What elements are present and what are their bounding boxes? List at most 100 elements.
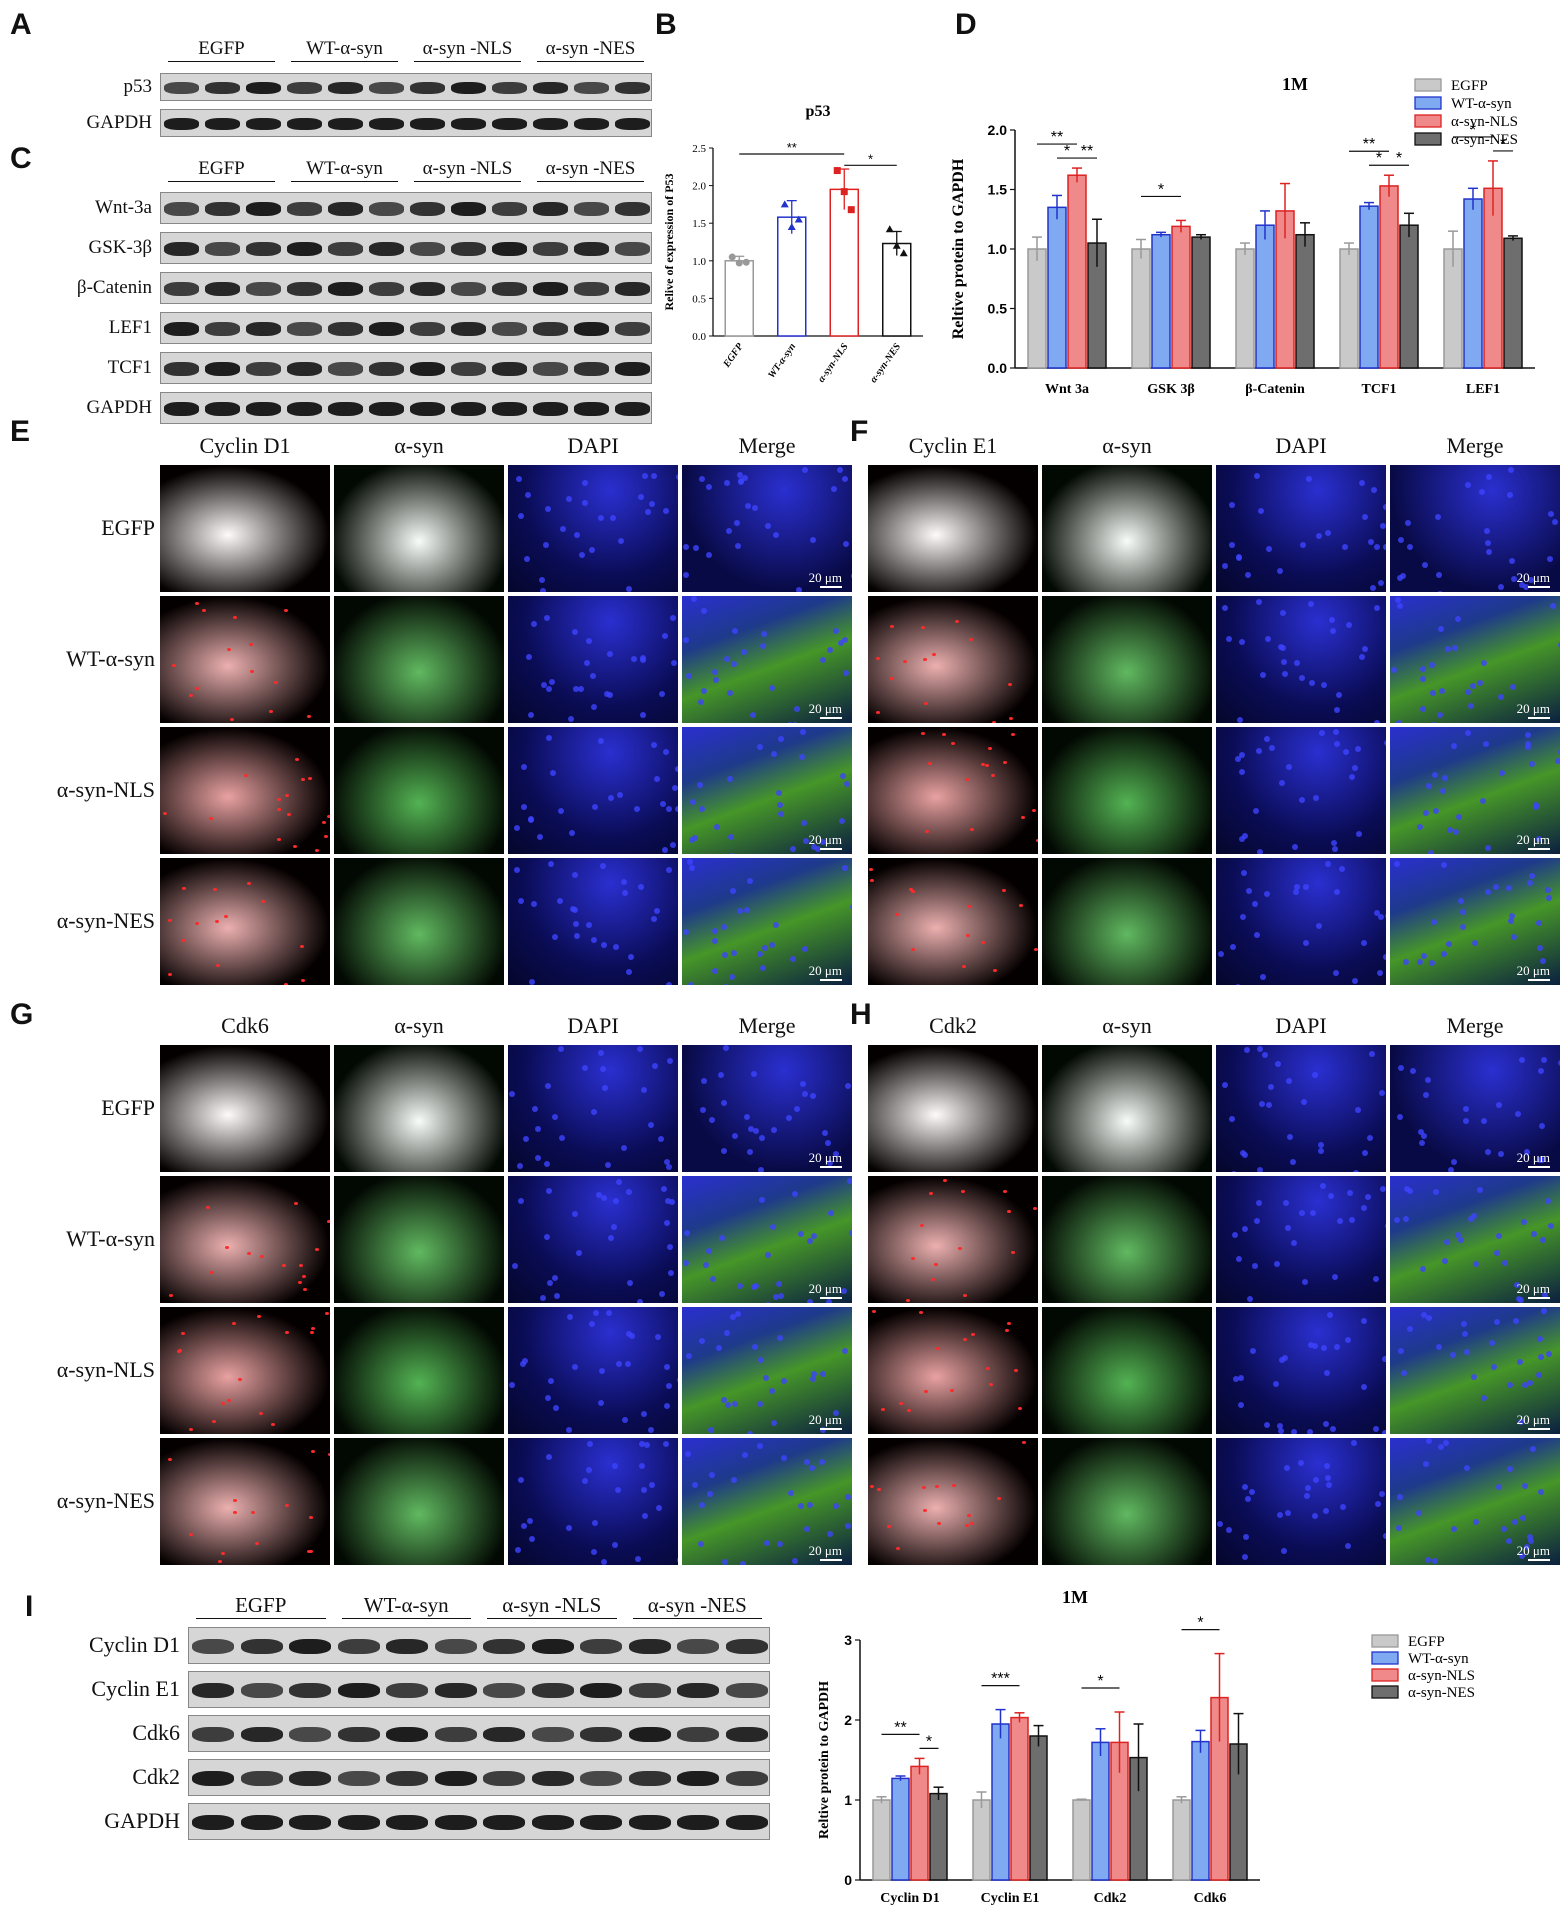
nucleus-dot <box>643 1442 650 1449</box>
nucleus-dot <box>760 631 767 638</box>
nucleus-dot <box>764 1251 771 1258</box>
nucleus-dot <box>806 1501 813 1508</box>
panel-label-i: I <box>25 1590 34 1623</box>
blot-band <box>327 242 364 256</box>
nucleus-dot <box>1383 503 1386 510</box>
signal-dot <box>986 1366 991 1370</box>
chart-d-wnt-pathway: 1M 0.0 0.5 1.0 1.5 2.0 Reltive protein to GAPD… <box>950 74 1535 397</box>
nucleus-dot <box>1318 1147 1325 1154</box>
nucleus-dot <box>1351 977 1358 984</box>
nucleus-dot <box>1240 869 1247 876</box>
bar <box>1172 1799 1191 1881</box>
nucleus-dot <box>709 1471 716 1478</box>
nucleus-dot <box>1242 1534 1249 1541</box>
nucleus-dot <box>1446 940 1453 947</box>
nucleus-dot <box>667 1269 674 1276</box>
nucleus-dot <box>524 556 531 562</box>
nucleus-dot <box>1253 473 1260 480</box>
nucleus-dot <box>1430 918 1437 925</box>
bar <box>1295 233 1315 369</box>
blot-group-label: EGFP <box>198 38 245 59</box>
nucleus-dot <box>621 1416 628 1423</box>
nucleus-dot <box>760 642 767 649</box>
signal-dot <box>1032 1207 1037 1211</box>
nucleus-dot <box>1484 527 1491 534</box>
nucleus-dot <box>588 546 595 553</box>
micrograph <box>334 1176 504 1303</box>
blot-band <box>532 322 569 336</box>
nucleus-dot <box>1253 932 1260 939</box>
micrograph <box>160 596 330 723</box>
nucleus-dot <box>1420 1311 1427 1318</box>
nucleus-dot <box>1293 889 1300 896</box>
signal-dot <box>230 717 235 721</box>
legend-swatch <box>1414 132 1442 146</box>
nucleus-dot <box>732 1132 739 1139</box>
nucleus-dot <box>1498 584 1505 591</box>
nucleus-dot <box>1302 939 1309 946</box>
nucleus-dot <box>543 542 550 549</box>
signal-dot <box>201 609 206 613</box>
micrograph <box>1042 858 1212 985</box>
nucleus-dot <box>620 1144 627 1151</box>
signal-dot <box>167 972 172 976</box>
micrograph <box>868 465 1038 592</box>
nucleus-dot <box>776 1540 783 1547</box>
nucleus-dot <box>1252 1262 1259 1269</box>
signal-dot <box>168 1294 173 1298</box>
nucleus-dot <box>516 1163 523 1170</box>
signal-dot <box>211 1420 216 1424</box>
nucleus-dot <box>832 1503 839 1510</box>
nucleus-dot <box>1442 1258 1449 1265</box>
scale-bar-line <box>1528 848 1550 850</box>
signal-dot <box>877 1487 882 1491</box>
nucleus-dot <box>689 865 696 872</box>
nucleus-dot <box>518 513 525 520</box>
nucleus-dot <box>1520 1219 1527 1226</box>
signal-dot <box>194 601 199 605</box>
nucleus-dot <box>682 1259 689 1266</box>
signal-dot <box>1002 761 1007 765</box>
blot-band <box>725 1770 768 1787</box>
nucleus-dot <box>1428 662 1435 669</box>
data-point <box>780 200 789 208</box>
nucleus-dot <box>845 1083 852 1090</box>
nucleus-dot <box>1238 1401 1245 1408</box>
signal-dot <box>281 1263 286 1267</box>
data-point <box>794 215 803 223</box>
scale-bar-line <box>1528 1297 1550 1299</box>
nucleus-dot <box>1407 543 1414 550</box>
legend-label: α-syn-NES <box>1451 132 1518 148</box>
nucleus-dot <box>596 1191 603 1198</box>
nucleus-dot <box>1264 890 1271 897</box>
blot-band <box>409 202 446 216</box>
nucleus-dot <box>578 552 585 559</box>
nucleus-dot <box>764 1539 771 1546</box>
signal-dot <box>952 1483 957 1487</box>
nucleus-dot <box>758 1134 765 1141</box>
nucleus-dot <box>804 1526 811 1533</box>
nucleus-dot <box>1533 803 1539 810</box>
blot-band <box>450 82 487 94</box>
nucleus-dot <box>800 729 807 736</box>
legend-swatch <box>1371 1668 1399 1682</box>
signal-dot <box>1003 1189 1008 1193</box>
signal-dot <box>307 1549 312 1553</box>
nucleus-dot <box>614 1486 621 1493</box>
nucleus-dot <box>1461 1321 1468 1328</box>
micrograph <box>508 1307 678 1434</box>
nucleus-dot <box>583 660 590 667</box>
nucleus-dot <box>789 955 796 962</box>
blot-band <box>573 118 610 130</box>
blot-strip <box>160 232 652 264</box>
scale-bar: 20 μm <box>1517 1543 1550 1561</box>
nucleus-dot <box>776 789 783 796</box>
signal-dot <box>212 887 217 891</box>
micrograph <box>868 1307 1038 1434</box>
nucleus-dot <box>1285 1224 1292 1231</box>
nucleus-dot <box>798 753 805 760</box>
nucleus-dot <box>567 1313 574 1320</box>
blot-band <box>450 362 487 376</box>
blot-row-label: TCF1 <box>107 356 152 378</box>
nucleus-dot <box>509 1091 516 1098</box>
